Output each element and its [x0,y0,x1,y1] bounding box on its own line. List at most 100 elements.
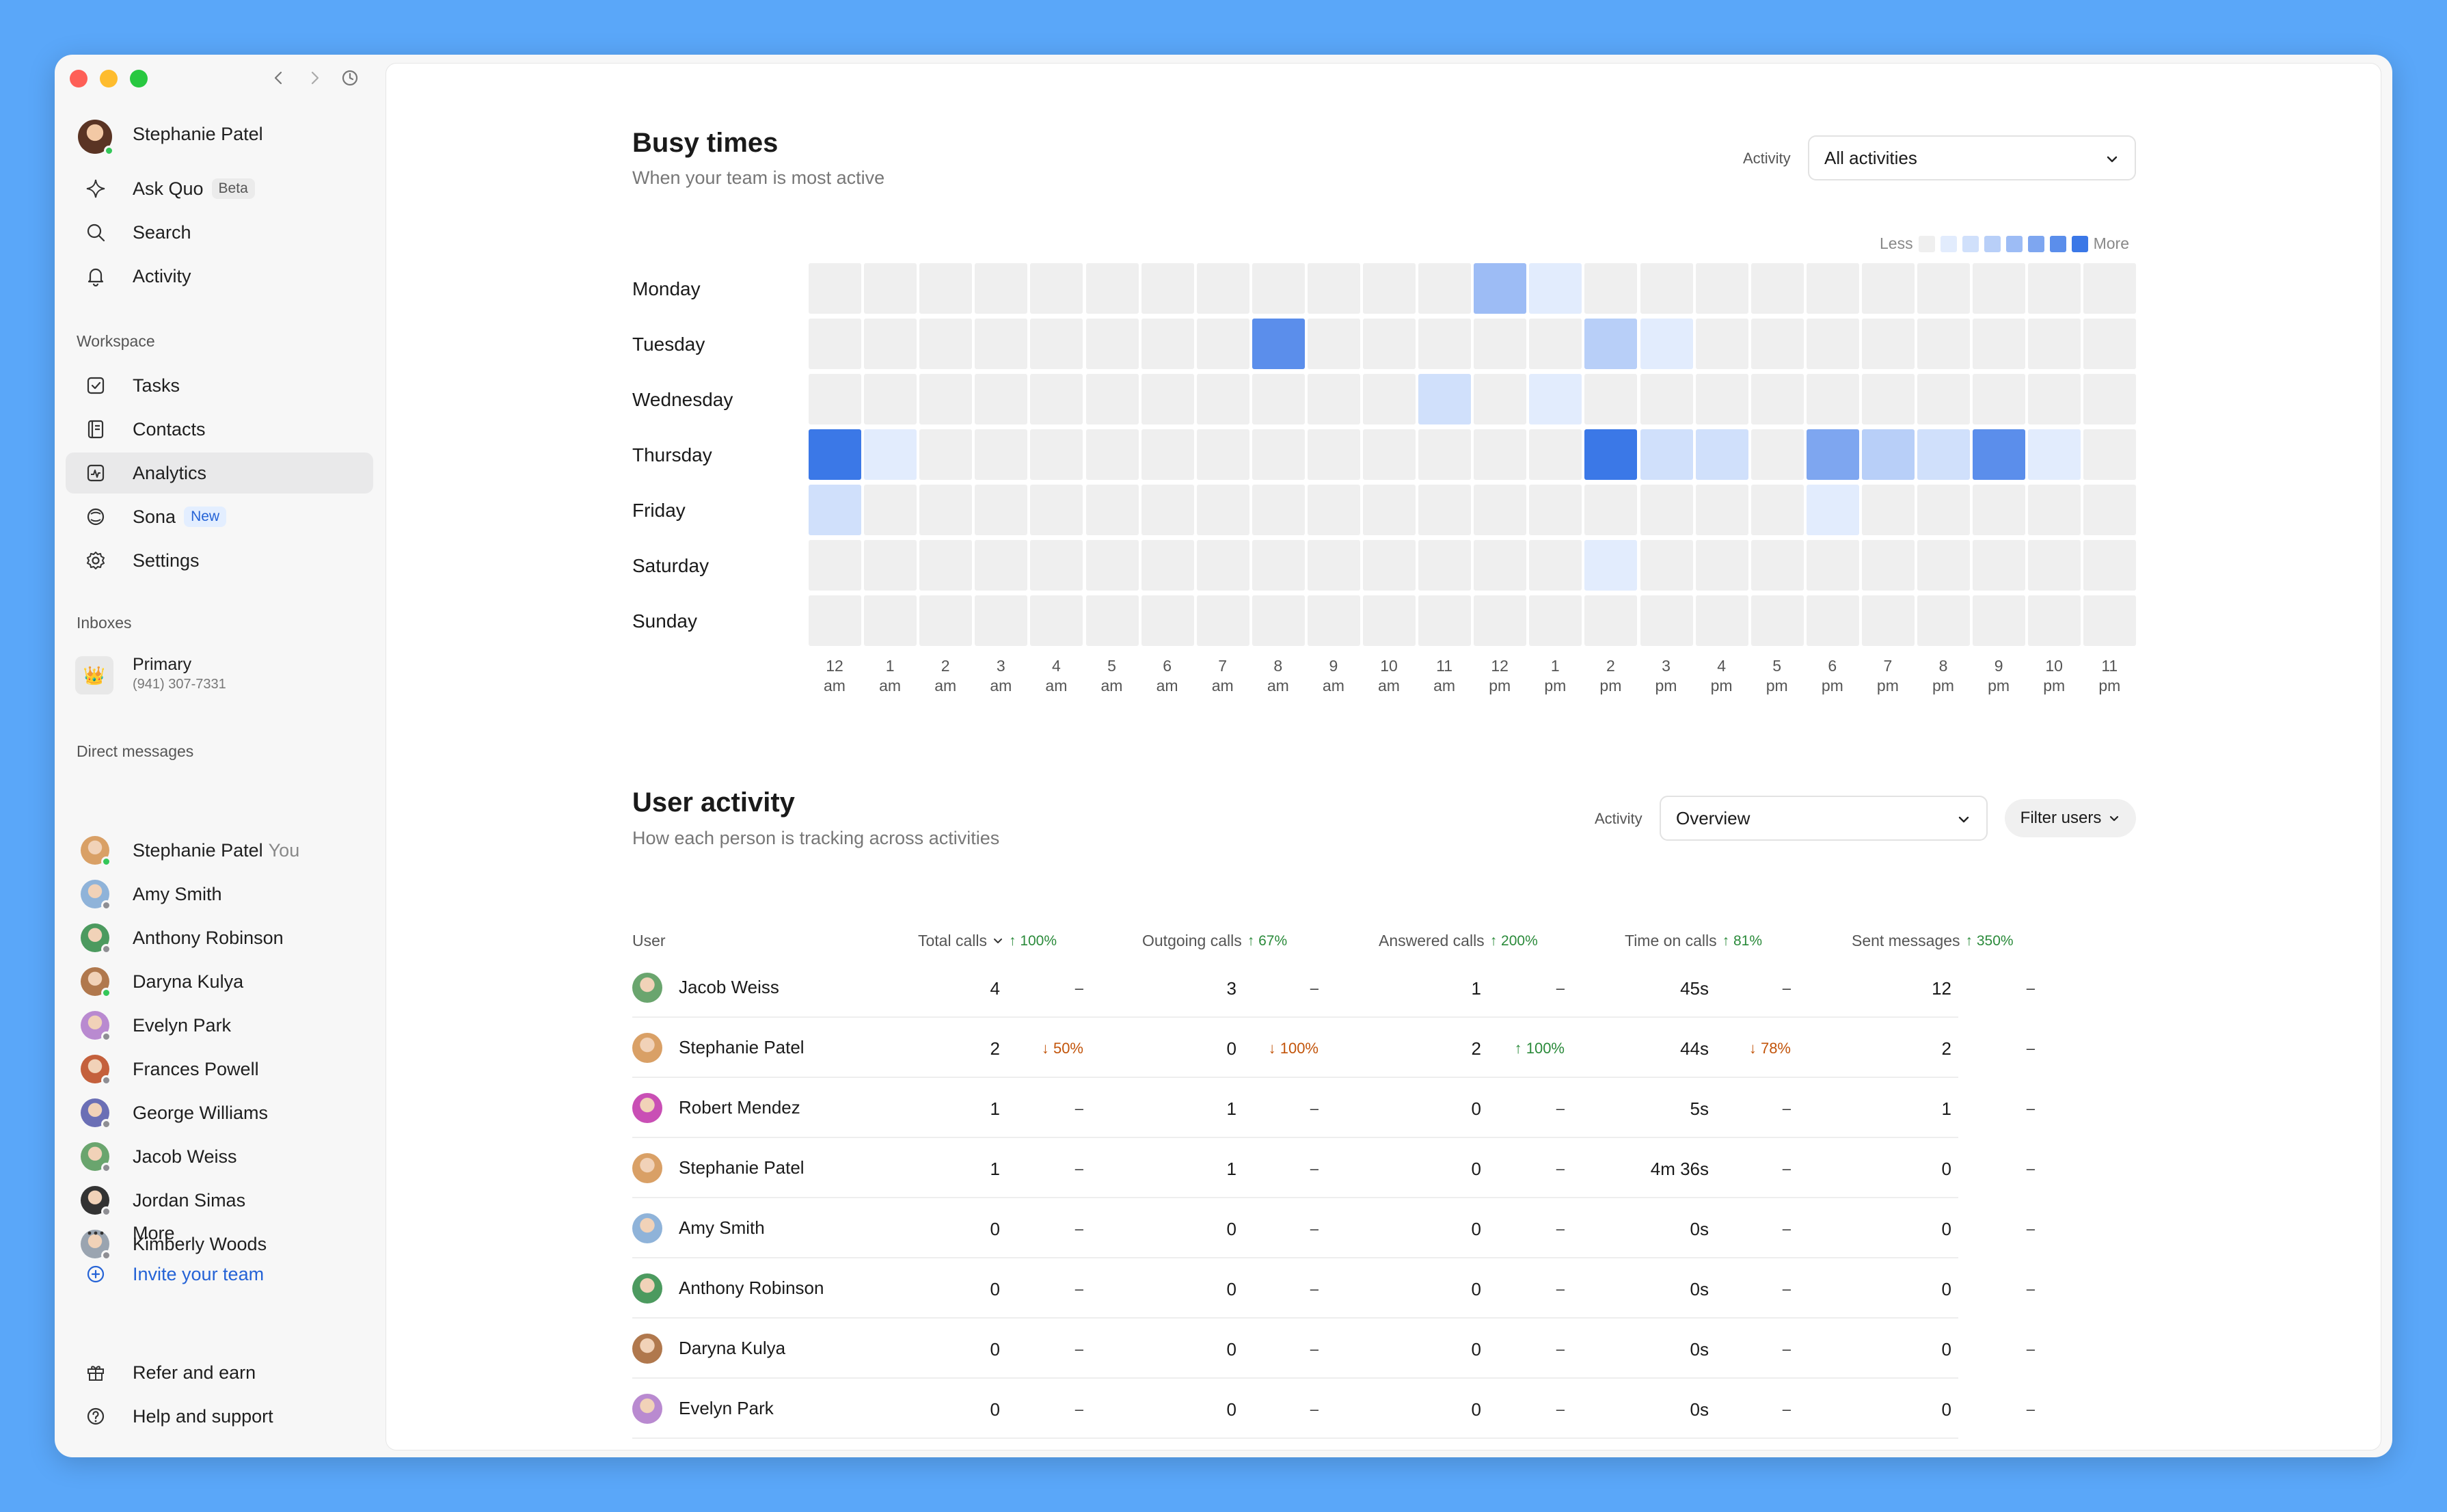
heatmap-cell[interactable] [1085,319,1139,369]
table-row[interactable]: Jacob Weiss 4 – 3 – 1 – 45s – 12 – [632,958,2035,1018]
heatmap-cell[interactable] [1861,485,1915,535]
heatmap-cell[interactable] [1806,595,1859,646]
heatmap-cell[interactable] [1196,319,1249,369]
heatmap-cell[interactable] [1085,263,1139,314]
heatmap-cell[interactable] [2083,374,2137,424]
heatmap-cell[interactable] [1085,429,1139,480]
heatmap-cell[interactable] [1584,374,1638,424]
table-row[interactable]: Stephanie Patel 1 – 1 – 0 – 4m 36s – 0 – [632,1138,2035,1198]
heatmap-cell[interactable] [1695,319,1748,369]
heatmap-cell[interactable] [809,263,861,314]
heatmap-cell[interactable] [1806,485,1859,535]
sidebar-item-settings[interactable]: Settings [66,540,373,581]
heatmap-cell[interactable] [2083,485,2137,535]
heatmap-cell[interactable] [1252,429,1305,480]
heatmap-cell[interactable] [1030,319,1083,369]
heatmap-cell[interactable] [1750,319,1804,369]
heatmap-cell[interactable] [1973,595,2026,646]
heatmap-cell[interactable] [1030,374,1083,424]
ask-quo-item[interactable]: Ask Quo Beta [66,168,373,209]
zoom-window-button[interactable] [130,70,148,87]
sidebar-item-contacts[interactable]: Contacts [66,409,373,450]
heatmap-cell[interactable] [1529,595,1582,646]
heatmap-cell[interactable] [2028,595,2081,646]
heatmap-cell[interactable] [1418,485,1472,535]
heatmap-cell[interactable] [1418,263,1472,314]
heatmap-cell[interactable] [1363,485,1416,535]
table-row[interactable]: Daryna Kulya 0 – 0 – 0 – 0s – 0 – [632,1319,2035,1379]
heatmap-cell[interactable] [975,319,1028,369]
heatmap-cell[interactable] [1695,485,1748,535]
heatmap-cell[interactable] [1252,319,1305,369]
heatmap-cell[interactable] [1861,595,1915,646]
dm-item[interactable]: George Williams [66,1092,373,1133]
heatmap-cell[interactable] [975,540,1028,591]
heatmap-cell[interactable] [919,595,973,646]
heatmap-cell[interactable] [919,429,973,480]
inbox-primary[interactable]: 👑 Primary (941) 307-7331 [66,649,373,701]
heatmap-cell[interactable] [2028,429,2081,480]
heatmap-cell[interactable] [2028,374,2081,424]
heatmap-cell[interactable] [809,374,861,424]
heatmap-cell[interactable] [1584,263,1638,314]
heatmap-cell[interactable] [1307,595,1360,646]
dm-item[interactable]: Stephanie Patel You [66,830,373,871]
heatmap-cell[interactable] [1474,374,1527,424]
heatmap-cell[interactable] [1307,263,1360,314]
heatmap-cell[interactable] [1640,319,1693,369]
dm-item[interactable]: Jacob Weiss [66,1136,373,1177]
heatmap-cell[interactable] [1584,485,1638,535]
heatmap-cell[interactable] [1750,485,1804,535]
heatmap-cell[interactable] [1418,595,1472,646]
dm-item[interactable]: Kimberly Woods [66,1224,373,1265]
table-row[interactable]: Evelyn Park 0 – 0 – 0 – 0s – 0 – [632,1379,2035,1439]
heatmap-cell[interactable] [1861,540,1915,591]
column-header[interactable]: Time on calls ↑ 81% [1625,932,1762,950]
heatmap-cell[interactable] [1363,319,1416,369]
heatmap-cell[interactable] [1085,540,1139,591]
heatmap-cell[interactable] [1640,263,1693,314]
heatmap-cell[interactable] [1196,374,1249,424]
heatmap-cell[interactable] [809,485,861,535]
heatmap-cell[interactable] [864,374,917,424]
heatmap-cell[interactable] [919,374,973,424]
heatmap-cell[interactable] [1917,595,1970,646]
heatmap-cell[interactable] [1695,595,1748,646]
table-row[interactable]: Frances Powell0–0–0–0s–0– [632,1439,1958,1450]
heatmap-cell[interactable] [2083,319,2137,369]
heatmap-cell[interactable] [1196,540,1249,591]
forward-arrow-icon[interactable] [302,66,327,90]
dm-item[interactable]: Daryna Kulya [66,961,373,1002]
heatmap-cell[interactable] [1307,540,1360,591]
heatmap-cell[interactable] [1418,319,1472,369]
heatmap-cell[interactable] [1030,595,1083,646]
heatmap-cell[interactable] [1252,595,1305,646]
heatmap-cell[interactable] [1640,485,1693,535]
heatmap-cell[interactable] [1141,319,1194,369]
heatmap-cell[interactable] [1750,374,1804,424]
heatmap-cell[interactable] [1861,263,1915,314]
dm-item[interactable]: Evelyn Park [66,1005,373,1046]
heatmap-cell[interactable] [1418,540,1472,591]
heatmap-cell[interactable] [1973,374,2026,424]
heatmap-cell[interactable] [975,595,1028,646]
invite-team-button[interactable]: Invite your team [66,1254,373,1295]
heatmap-cell[interactable] [1640,374,1693,424]
heatmap-cell[interactable] [1973,319,2026,369]
heatmap-cell[interactable] [1806,319,1859,369]
heatmap-cell[interactable] [1307,485,1360,535]
heatmap-cell[interactable] [1196,595,1249,646]
heatmap-cell[interactable] [1141,595,1194,646]
history-clock-icon[interactable] [338,66,362,90]
help-support-item[interactable]: Help and support [66,1396,373,1437]
dm-item[interactable]: Frances Powell [66,1049,373,1090]
heatmap-cell[interactable] [2028,263,2081,314]
heatmap-cell[interactable] [1640,540,1693,591]
heatmap-cell[interactable] [1141,263,1194,314]
heatmap-cell[interactable] [2083,263,2137,314]
sort-chevron-icon[interactable] [992,932,1003,950]
heatmap-cell[interactable] [975,485,1028,535]
heatmap-cell[interactable] [1529,263,1582,314]
heatmap-cell[interactable] [809,595,861,646]
table-row[interactable]: Amy Smith 0 – 0 – 0 – 0s – 0 – [632,1198,2035,1258]
